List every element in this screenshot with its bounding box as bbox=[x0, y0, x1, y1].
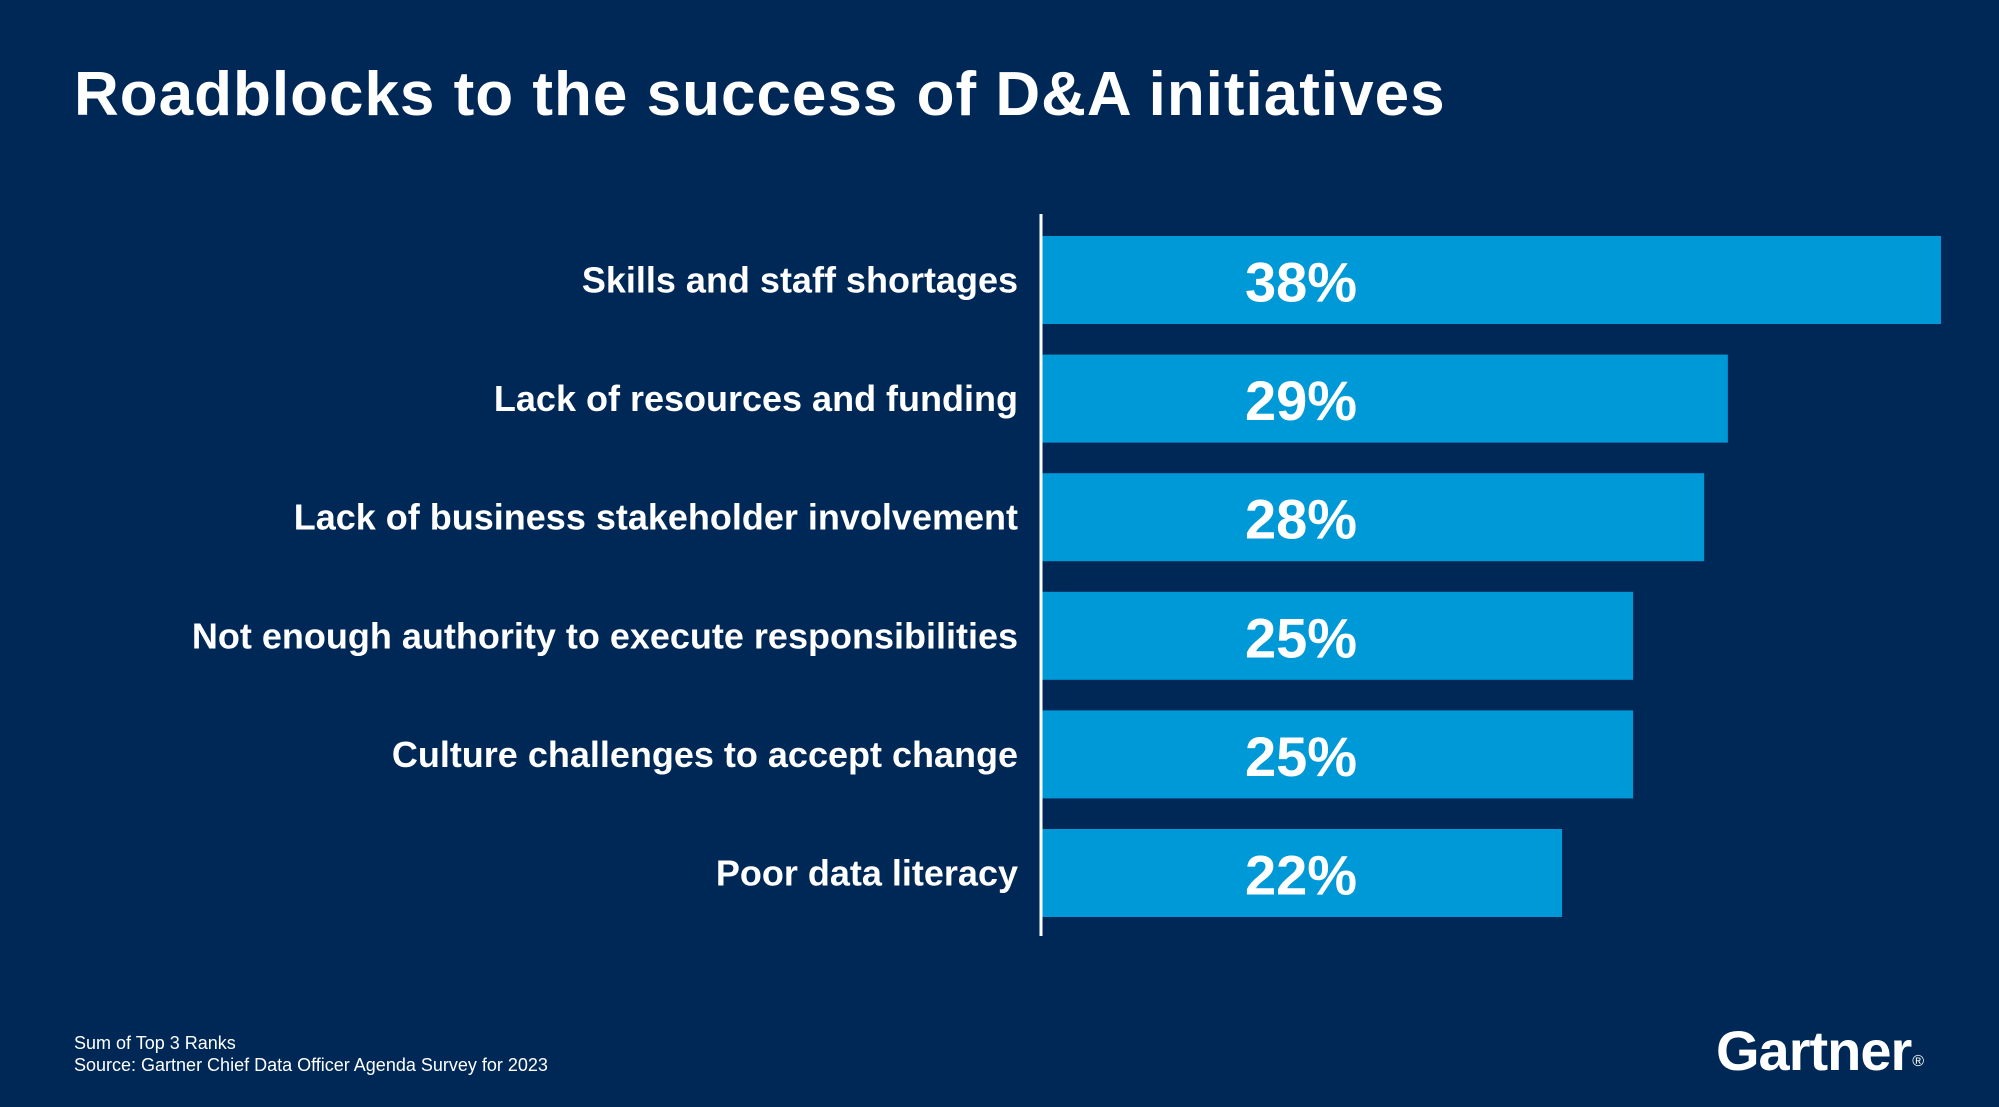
value-label-2: 29% bbox=[1245, 369, 1357, 432]
footnote-source: Source: Gartner Chief Data Officer Agend… bbox=[74, 1055, 548, 1075]
footnote: Sum of Top 3 Ranks Source: Gartner Chief… bbox=[74, 1032, 548, 1076]
category-label-6: Poor data literacy bbox=[716, 853, 1018, 894]
bar-3 bbox=[1041, 473, 1705, 562]
value-label-1: 38% bbox=[1245, 251, 1357, 314]
gartner-logo: Gartner® bbox=[1716, 1018, 1924, 1095]
value-labels-group: 38% 29% 28% 25% 25% 22% bbox=[1245, 251, 1357, 907]
category-label-3: Lack of business stakeholder involvement bbox=[294, 497, 1018, 538]
bar-2 bbox=[1041, 354, 1728, 443]
category-label-1: Skills and staff shortages bbox=[582, 260, 1018, 301]
footnote-metric: Sum of Top 3 Ranks bbox=[74, 1033, 236, 1053]
value-label-4: 25% bbox=[1245, 606, 1357, 669]
bar-4 bbox=[1041, 591, 1634, 680]
value-label-5: 25% bbox=[1245, 725, 1357, 788]
chart-title: Roadblocks to the success of D&A initiat… bbox=[74, 60, 1446, 129]
category-label-5: Culture challenges to accept change bbox=[392, 734, 1018, 775]
registered-mark-icon: ® bbox=[1912, 1053, 1924, 1070]
value-label-6: 22% bbox=[1245, 844, 1357, 907]
logo-text: Gartner bbox=[1716, 1019, 1912, 1082]
bar-6 bbox=[1041, 829, 1563, 917]
bar-5 bbox=[1041, 710, 1634, 799]
bars-group bbox=[1041, 236, 1941, 917]
bar-1 bbox=[1041, 236, 1941, 324]
category-label-2: Lack of resources and funding bbox=[494, 378, 1018, 419]
category-labels-group: Skills and staff shortages Lack of resour… bbox=[192, 260, 1018, 894]
value-label-3: 28% bbox=[1245, 488, 1357, 551]
category-label-4: Not enough authority to execute responsi… bbox=[192, 615, 1018, 656]
